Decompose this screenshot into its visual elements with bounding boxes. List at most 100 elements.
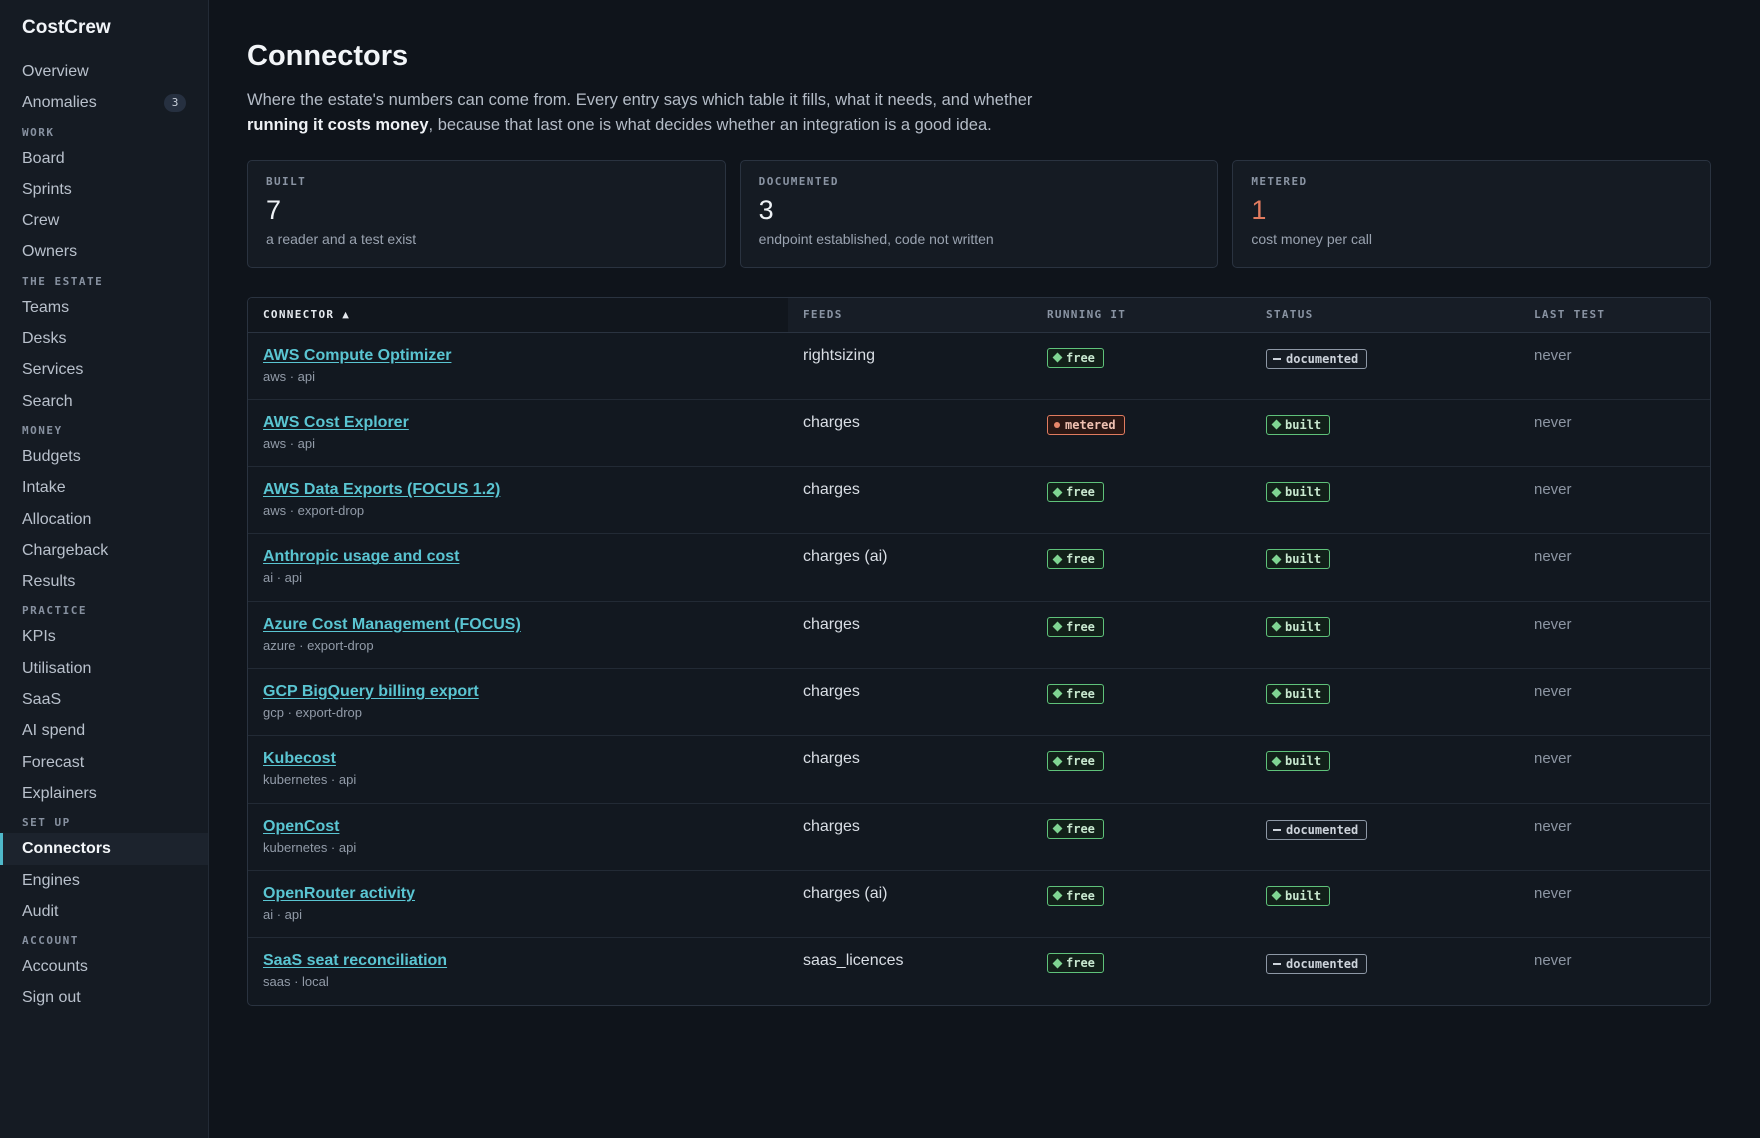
running-badge-label: free — [1066, 754, 1095, 769]
page-intro: Where the estate's numbers can come from… — [247, 88, 1087, 138]
connector-link[interactable]: OpenRouter activity — [263, 884, 416, 902]
connector-cell: SaaS seat reconciliation saas · local — [248, 938, 788, 1005]
table-row: Kubecost kubernetes · api charges free built… — [248, 736, 1710, 804]
running-cell: free — [1032, 668, 1251, 735]
sidebar-item-label: Allocation — [22, 510, 92, 528]
sidebar-item-forecast[interactable]: Forecast — [0, 747, 208, 778]
feeds-cell: charges — [803, 682, 860, 700]
table-row: OpenRouter activity ai · api charges (ai) f… — [248, 870, 1710, 938]
sidebar-item-sign-out[interactable]: Sign out — [0, 982, 208, 1013]
status-badge-documented: documented — [1266, 348, 1368, 369]
sidebar-item-connectors[interactable]: Connectors — [0, 833, 208, 865]
stat-description: cost money per call — [1251, 231, 1372, 247]
sidebar-item-allocation[interactable]: Allocation — [0, 504, 208, 535]
status-cell: built — [1251, 399, 1519, 466]
connector-link[interactable]: OpenCost — [263, 817, 340, 835]
connector-link[interactable]: Anthropic usage and cost — [263, 548, 460, 566]
status-badge-built: built — [1266, 549, 1331, 570]
status-badge-label: documented — [1286, 351, 1359, 366]
sidebar-item-crew[interactable]: Crew — [0, 205, 208, 236]
connector-link[interactable]: Kubecost — [263, 750, 336, 768]
sidebar-item-kpis[interactable]: KPIs — [0, 621, 208, 652]
running-badge-label: free — [1066, 821, 1095, 836]
sidebar-item-accounts[interactable]: Accounts — [0, 951, 208, 982]
sidebar-item-utilisation[interactable]: Utilisation — [0, 653, 208, 684]
status-badge-label: built — [1285, 485, 1322, 500]
sidebar-item-anomalies[interactable]: Anomalies 3 — [0, 87, 208, 118]
status-badge-label: built — [1285, 888, 1322, 903]
sidebar-item-intake[interactable]: Intake — [0, 472, 208, 503]
sidebar-item-label: Desks — [22, 330, 67, 348]
sidebar-item-owners[interactable]: Owners — [0, 236, 208, 267]
stat-value: 3 — [758, 195, 774, 225]
status-cell: built — [1251, 601, 1519, 668]
diamond-icon — [1271, 419, 1282, 430]
diamond-icon — [1271, 621, 1282, 632]
table-row: GCP BigQuery billing export gcp · export-… — [248, 668, 1710, 736]
running-badge-label: free — [1066, 552, 1095, 567]
sidebar-item-audit[interactable]: Audit — [0, 896, 208, 927]
running-cell: free — [1032, 870, 1251, 937]
column-header-feeds[interactable]: FEEDS — [788, 298, 1032, 333]
feeds-cell: charges (ai) — [803, 884, 888, 902]
sidebar-item-engines[interactable]: Engines — [0, 865, 208, 896]
status-cell: built — [1251, 668, 1519, 735]
sidebar-item-label: Intake — [22, 479, 66, 497]
sidebar-item-results[interactable]: Results — [0, 566, 208, 597]
sidebar-item-label: Engines — [22, 871, 80, 889]
table-header-row: CONNECTOR ▲ FEEDS RUNNING IT STATUS LAST… — [248, 298, 1710, 333]
sidebar-item-overview[interactable]: Overview — [0, 56, 208, 87]
sidebar-item-desks[interactable]: Desks — [0, 323, 208, 354]
sidebar-item-teams[interactable]: Teams — [0, 292, 208, 323]
connector-meta: saas · local — [263, 974, 329, 990]
sidebar-item-services[interactable]: Services — [0, 354, 208, 385]
connector-cell: OpenRouter activity ai · api — [248, 870, 788, 937]
running-badge-free: free — [1047, 683, 1104, 704]
connector-link[interactable]: AWS Data Exports (FOCUS 1.2) — [263, 481, 501, 499]
running-cell: free — [1032, 467, 1251, 534]
sidebar-item-chargeback[interactable]: Chargeback — [0, 535, 208, 566]
connector-link[interactable]: GCP BigQuery billing export — [263, 682, 479, 700]
connector-link[interactable]: Azure Cost Management (FOCUS) — [263, 615, 521, 633]
running-badge-free: free — [1047, 885, 1104, 906]
column-header-last-test[interactable]: LAST TEST — [1519, 298, 1710, 333]
sidebar-section-set-up: SET UP — [22, 816, 71, 830]
sidebar-section-the-estate: THE ESTATE — [22, 274, 104, 288]
summary-stats: BUILT 7 a reader and a test exist DOCUMENTE… — [247, 160, 1712, 268]
connector-meta: ai · api — [263, 906, 303, 922]
sidebar-item-ai-spend[interactable]: AI spend — [0, 715, 208, 746]
connector-meta: aws · export-drop — [263, 503, 365, 519]
sidebar-item-label: Board — [22, 149, 65, 167]
connector-meta: ai · api — [263, 570, 303, 586]
connector-link[interactable]: AWS Compute Optimizer — [263, 346, 452, 364]
stat-description: a reader and a test exist — [266, 231, 417, 247]
feeds-cell: charges — [803, 615, 860, 633]
stat-card-built: BUILT 7 a reader and a test exist — [247, 160, 726, 268]
last-test-cell: never — [1534, 884, 1572, 902]
sidebar-section-work: WORK — [22, 125, 55, 139]
column-header-connector[interactable]: CONNECTOR ▲ — [248, 298, 788, 333]
table-row: SaaS seat reconciliation saas · local saas… — [248, 938, 1710, 1005]
status-badge-label: documented — [1286, 957, 1359, 972]
sidebar-item-label: Services — [22, 361, 84, 379]
column-header-running-it[interactable]: RUNNING IT — [1032, 298, 1251, 333]
sidebar: CostCrew Overview Anomalies 3 WORK Board Spri… — [0, 0, 209, 1138]
sidebar-item-label: Anomalies — [22, 94, 97, 112]
sidebar-item-search[interactable]: Search — [0, 386, 208, 417]
last-test-cell: never — [1534, 413, 1572, 431]
column-header-status[interactable]: STATUS — [1251, 298, 1519, 333]
connector-link[interactable]: AWS Cost Explorer — [263, 413, 409, 431]
stat-card-documented: DOCUMENTED 3 endpoint established, code no… — [739, 160, 1219, 268]
sidebar-item-label: Crew — [22, 212, 60, 230]
connector-cell: Kubecost kubernetes · api — [248, 736, 788, 803]
sidebar-item-explainers[interactable]: Explainers — [0, 778, 208, 809]
sidebar-item-label: Search — [22, 392, 73, 410]
connector-cell: AWS Cost Explorer aws · api — [248, 399, 788, 466]
status-badge-label: built — [1285, 619, 1322, 634]
connector-meta: aws · api — [263, 368, 316, 384]
sidebar-item-saas[interactable]: SaaS — [0, 684, 208, 715]
connector-link[interactable]: SaaS seat reconciliation — [263, 952, 448, 970]
sidebar-item-sprints[interactable]: Sprints — [0, 174, 208, 205]
sidebar-item-board[interactable]: Board — [0, 143, 208, 174]
sidebar-item-budgets[interactable]: Budgets — [0, 441, 208, 472]
